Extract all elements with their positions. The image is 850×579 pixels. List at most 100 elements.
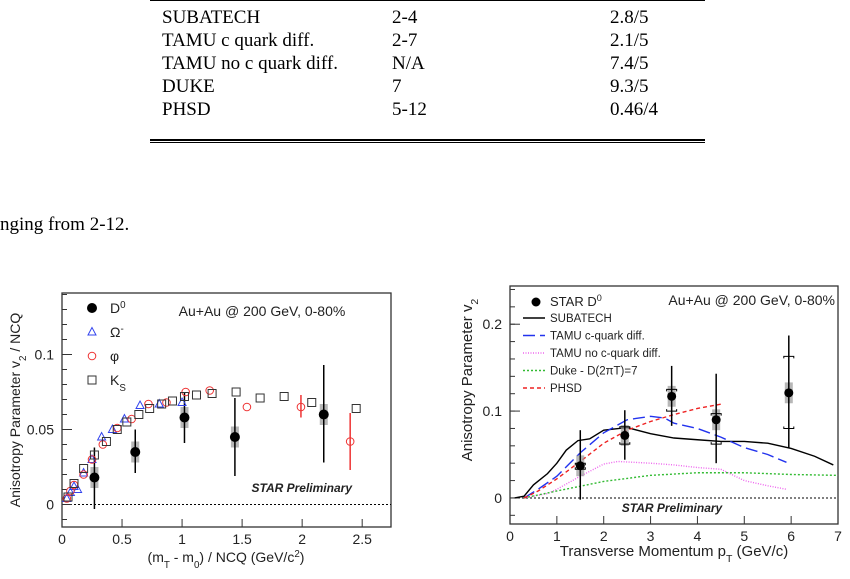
model-curve <box>523 472 839 499</box>
legend-label: φ <box>110 348 119 364</box>
x-axis-label: (mT - m0) / NCQ (GeV/c2) <box>148 549 305 571</box>
x-tick-label: 1.5 <box>232 531 252 547</box>
x-tick-label: 7 <box>834 528 842 544</box>
data-point <box>351 404 361 413</box>
data-point <box>179 392 189 401</box>
x-tick-label: 1 <box>178 531 186 547</box>
cell: PHSD <box>162 99 211 120</box>
data-point <box>296 402 306 412</box>
data-point <box>279 392 289 401</box>
model-curve <box>523 415 787 499</box>
data-point <box>307 398 317 407</box>
legend-label: TAMU c-quark diff. <box>550 331 645 343</box>
table-row: TAMU c quark diff. 2-7 2.1/5 <box>150 29 705 52</box>
data-point <box>107 423 118 433</box>
cell: TAMU c quark diff. <box>162 30 315 51</box>
cell: 0.46/4 <box>610 99 659 120</box>
x-tick-label: 0 <box>506 528 514 544</box>
legend-label: TAMU no c-quark diff. <box>550 348 661 360</box>
table-row: SUBATECH 2-4 2.8/5 <box>150 6 705 29</box>
data-point <box>179 412 190 423</box>
x-tick-label: 2.5 <box>352 531 372 547</box>
y-tick-label: 0.2 <box>483 316 503 332</box>
table-top-rule <box>150 0 705 1</box>
legend-label: KS <box>110 372 126 394</box>
sys-bracket <box>783 355 795 359</box>
data-point <box>167 396 177 406</box>
chart-right: 0 1 2 3 4 5 6 7 0 0.1 0.2 Transverse Momentum pT (G… <box>459 285 842 565</box>
data-point <box>154 398 165 408</box>
cell: 7 <box>392 76 402 97</box>
data-point <box>101 437 111 446</box>
x-tick-label: 0 <box>58 531 66 547</box>
x-tick-label: 4 <box>694 528 702 544</box>
x-tick-label: 0.5 <box>112 531 132 547</box>
data-point <box>318 409 329 420</box>
data-point <box>784 388 794 398</box>
data-point <box>157 399 167 409</box>
legend-label: Duke - D(2πT)=7 <box>550 366 638 378</box>
data-point <box>345 437 355 446</box>
sys-bracket <box>783 426 795 429</box>
body-text: nging from 2-12. <box>0 214 130 235</box>
data-point <box>69 479 79 488</box>
table-row: DUKE 7 9.3/5 <box>150 75 705 98</box>
cell: 7.4/5 <box>610 53 649 74</box>
data-point <box>127 414 136 424</box>
chart-title: Au+Au @ 200 GeV, 0-80% <box>668 292 835 308</box>
x-axis-label: Transverse Momentum pT (GeV/c) <box>560 543 788 565</box>
data-point <box>162 398 171 407</box>
cell: 9.3/5 <box>610 76 649 97</box>
data-point <box>205 386 214 395</box>
data-point <box>575 461 585 471</box>
y-tick-label: 0.1 <box>483 403 503 419</box>
legend-marker <box>87 303 97 313</box>
x-tick-label: 2 <box>298 531 306 547</box>
data-point <box>229 432 240 442</box>
cell: 2.1/5 <box>610 30 649 51</box>
model-curve <box>514 426 834 499</box>
data-point <box>89 472 100 483</box>
model-curve <box>523 460 787 499</box>
cell: SUBATECH <box>162 7 261 28</box>
legend-label: D0 <box>110 300 126 317</box>
data-point <box>63 492 73 502</box>
legend-label: SUBATECH <box>550 313 612 325</box>
data-point <box>135 399 145 409</box>
sys-bracket <box>619 426 631 429</box>
legend-marker <box>87 351 97 361</box>
table-row: PHSD 5-12 0.46/4 <box>150 98 705 121</box>
y-tick-label: 0 <box>494 490 502 506</box>
cell: N/A <box>392 53 425 74</box>
data-point <box>207 389 217 398</box>
data-point <box>89 450 99 460</box>
plot-frame <box>509 285 839 525</box>
sys-bracket <box>710 413 722 416</box>
x-tick-label: 1 <box>553 528 561 544</box>
cell: 2-4 <box>392 7 418 28</box>
data-point <box>112 425 122 434</box>
legend-label: STAR D0 <box>550 293 602 309</box>
data-point <box>145 404 155 413</box>
data-point <box>96 431 107 441</box>
data-point <box>667 391 677 401</box>
legend-label: PHSD <box>550 383 582 395</box>
sys-bracket <box>666 388 678 392</box>
cell: DUKE <box>162 76 215 97</box>
data-point <box>620 430 630 440</box>
chart-left: 0 0.5 1 1.5 2 2.5 0 0.05 0.1 (mT - m0) / NCQ (GeV… <box>7 292 392 571</box>
annotation: STAR Preliminary <box>252 481 354 495</box>
plot-frame <box>61 292 392 528</box>
data-point <box>177 396 187 406</box>
legend-marker <box>87 375 97 385</box>
data-point <box>242 402 252 412</box>
data-point <box>79 470 88 479</box>
data-point <box>130 447 141 457</box>
legend-label: Ω- <box>110 324 124 341</box>
data-point <box>79 464 89 473</box>
y-tick-label: 0.05 <box>27 422 54 438</box>
y-axis-label: Anisotropy Parameter v2 / NCQ <box>7 313 29 508</box>
x-tick-label: 6 <box>787 528 795 544</box>
data-point <box>62 494 72 503</box>
